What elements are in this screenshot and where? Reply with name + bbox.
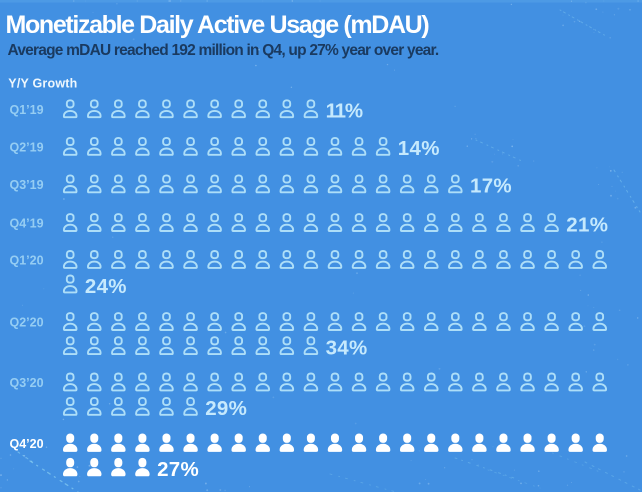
svg-text:Q1’20: Q1’20 <box>10 254 44 268</box>
svg-text:Monetizable Daily Active Usage: Monetizable Daily Active Usage (mDAU) <box>6 11 430 39</box>
svg-text:Q2’19: Q2’19 <box>10 141 44 155</box>
svg-text:Q3’19: Q3’19 <box>10 178 44 192</box>
svg-text:21%: 21% <box>566 213 608 236</box>
svg-text:Q4’19: Q4’19 <box>10 217 44 231</box>
svg-text:27%: 27% <box>157 458 199 481</box>
svg-text:Q2’20: Q2’20 <box>10 316 44 330</box>
svg-text:Q3’20: Q3’20 <box>10 376 44 390</box>
svg-text:17%: 17% <box>470 175 512 198</box>
svg-text:24%: 24% <box>85 275 127 298</box>
svg-text:14%: 14% <box>398 137 440 160</box>
svg-text:11%: 11% <box>326 100 363 123</box>
svg-text:34%: 34% <box>326 337 368 360</box>
svg-text:29%: 29% <box>205 397 247 420</box>
svg-text:Q4’20: Q4’20 <box>10 437 44 451</box>
svg-text:Average mDAU reached 192 milli: Average mDAU reached 192 million in Q4, … <box>8 42 439 59</box>
svg-text:Q1’19: Q1’19 <box>10 103 44 117</box>
svg-text:Y/Y Growth: Y/Y Growth <box>8 76 77 90</box>
